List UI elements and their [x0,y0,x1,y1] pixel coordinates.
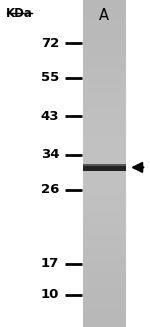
Text: 43: 43 [41,110,59,123]
Text: 34: 34 [41,148,59,161]
Bar [83,164,126,171]
Text: 10: 10 [41,288,59,301]
Text: 55: 55 [41,71,59,84]
Bar [83,0,126,327]
Bar [83,164,126,166]
Text: A: A [99,8,109,23]
Text: 17: 17 [41,257,59,270]
Text: 26: 26 [41,183,59,196]
Text: 72: 72 [41,37,59,50]
Text: KDa: KDa [6,7,33,20]
